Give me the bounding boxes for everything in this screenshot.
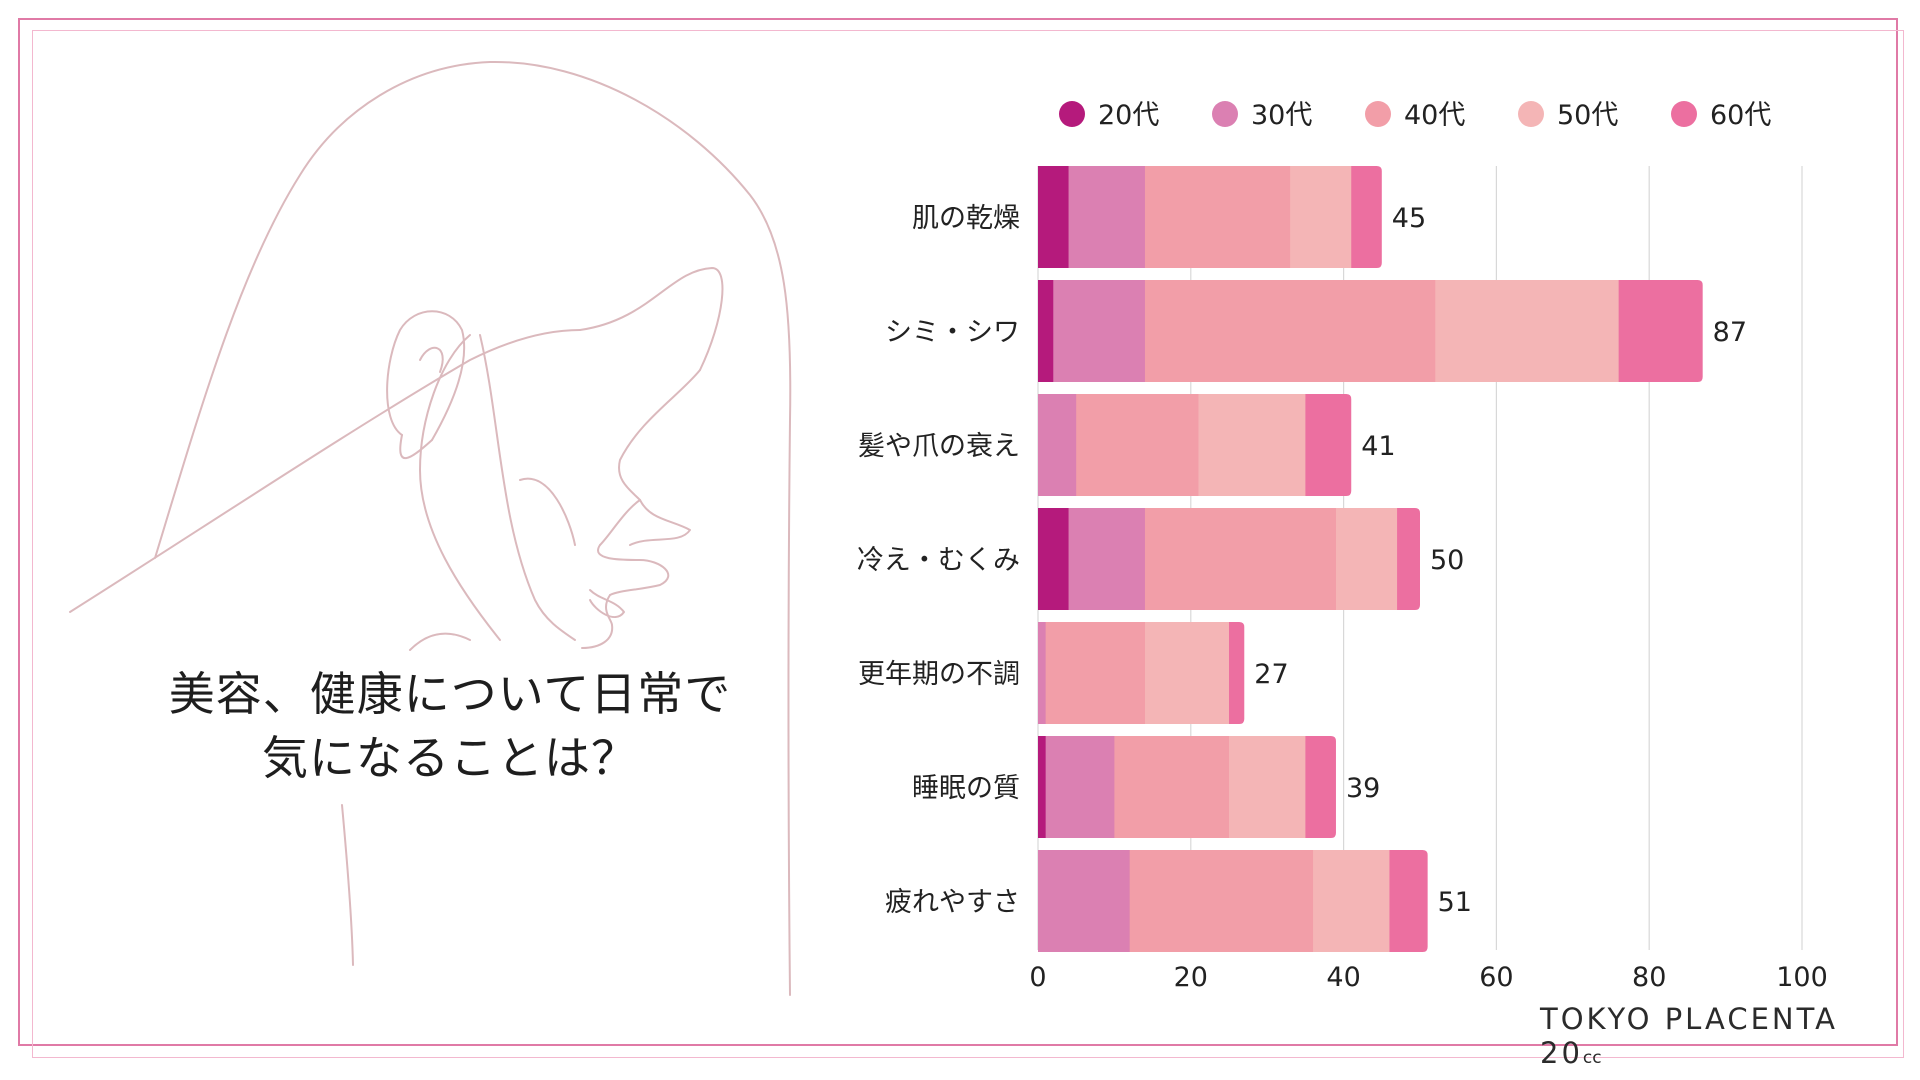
total-label: 51 bbox=[1438, 887, 1472, 918]
bar-segment bbox=[1068, 508, 1146, 610]
survey-question: 美容、健康について日常で 気になることは？ bbox=[60, 662, 840, 790]
legend-label: 50代 bbox=[1557, 100, 1618, 131]
legend-swatch bbox=[1059, 101, 1085, 127]
bar-segment bbox=[1038, 280, 1054, 382]
bar-series bbox=[1038, 166, 1703, 952]
inner-frame bbox=[32, 30, 1904, 1058]
bar-segment bbox=[1038, 508, 1070, 610]
bar-segment bbox=[1038, 394, 1077, 496]
category-label: シミ・シワ bbox=[885, 317, 1020, 348]
bar-segment bbox=[1198, 394, 1306, 496]
legend-swatch bbox=[1212, 101, 1238, 127]
total-label: 27 bbox=[1254, 659, 1288, 690]
bar-segment bbox=[1435, 280, 1620, 382]
total-label: 45 bbox=[1392, 203, 1426, 234]
total-label: 41 bbox=[1361, 431, 1395, 462]
bar-segment bbox=[1045, 622, 1146, 724]
brand-logo-main: TOKYO PLACENTA 20 bbox=[1540, 1002, 1838, 1070]
legend-label: 40代 bbox=[1404, 100, 1465, 131]
x-axis-ticks: 0 20 40 60 80 100 bbox=[1029, 962, 1827, 993]
category-label: 冷え・むくみ bbox=[857, 545, 1020, 576]
bar-segment bbox=[1305, 394, 1352, 496]
question-line-2: 気になることは？ bbox=[262, 731, 638, 785]
x-tick-label: 0 bbox=[1029, 962, 1046, 993]
bar-segment bbox=[1038, 166, 1070, 268]
bar-segment bbox=[1144, 508, 1337, 610]
brand-logo-suffix: cc bbox=[1582, 1048, 1602, 1068]
bar-segment bbox=[1351, 166, 1382, 268]
bar-segment bbox=[1305, 736, 1336, 838]
x-tick-label: 20 bbox=[1174, 962, 1208, 993]
question-line-1: 美容、健康について日常で bbox=[168, 667, 732, 721]
outer-frame bbox=[18, 18, 1898, 1046]
bar-segment bbox=[1290, 166, 1352, 268]
bar-segment bbox=[1144, 280, 1436, 382]
bar-segment bbox=[1114, 736, 1230, 838]
total-label: 39 bbox=[1346, 773, 1380, 804]
legend-label: 30代 bbox=[1251, 100, 1312, 131]
bar-segment bbox=[1144, 622, 1230, 724]
bar-segment bbox=[1229, 736, 1306, 838]
bar-segment bbox=[1144, 166, 1291, 268]
legend-swatch bbox=[1518, 101, 1544, 127]
bar-segment bbox=[1129, 850, 1314, 952]
bar-segment bbox=[1229, 622, 1245, 724]
bar-segment bbox=[1389, 850, 1428, 952]
total-label: 50 bbox=[1430, 545, 1464, 576]
bar-segment bbox=[1068, 166, 1146, 268]
legend-swatch bbox=[1671, 101, 1697, 127]
x-tick-label: 100 bbox=[1776, 962, 1828, 993]
category-label: 肌の乾燥 bbox=[912, 203, 1020, 234]
bar-segment bbox=[1038, 850, 1131, 952]
bar-segment bbox=[1038, 736, 1047, 838]
bar-segment bbox=[1038, 622, 1047, 724]
category-label: 睡眠の質 bbox=[912, 773, 1020, 804]
bar-segment bbox=[1076, 394, 1199, 496]
x-tick-label: 40 bbox=[1326, 962, 1360, 993]
bar-segment bbox=[1397, 508, 1420, 610]
total-labels: 45 87 41 50 27 39 51 bbox=[1254, 203, 1747, 918]
x-tick-label: 60 bbox=[1479, 962, 1513, 993]
x-tick-label: 80 bbox=[1632, 962, 1666, 993]
bar-segment bbox=[1313, 850, 1390, 952]
bar-segment bbox=[1053, 280, 1146, 382]
category-label: 更年期の不調 bbox=[858, 659, 1020, 690]
total-label: 87 bbox=[1713, 317, 1747, 348]
category-label: 髪や爪の衰え bbox=[858, 431, 1020, 462]
legend: 20代 30代 40代 50代 60代 bbox=[1059, 100, 1771, 131]
category-label: 疲れやすさ bbox=[885, 887, 1020, 918]
bar-segment bbox=[1618, 280, 1703, 382]
legend-label: 20代 bbox=[1098, 100, 1159, 131]
bar-segment bbox=[1335, 508, 1398, 610]
brand-logo: TOKYO PLACENTA 20cc bbox=[1540, 1002, 1880, 1070]
legend-label: 60代 bbox=[1710, 100, 1771, 131]
bar-segment bbox=[1045, 736, 1115, 838]
legend-swatch bbox=[1365, 101, 1391, 127]
